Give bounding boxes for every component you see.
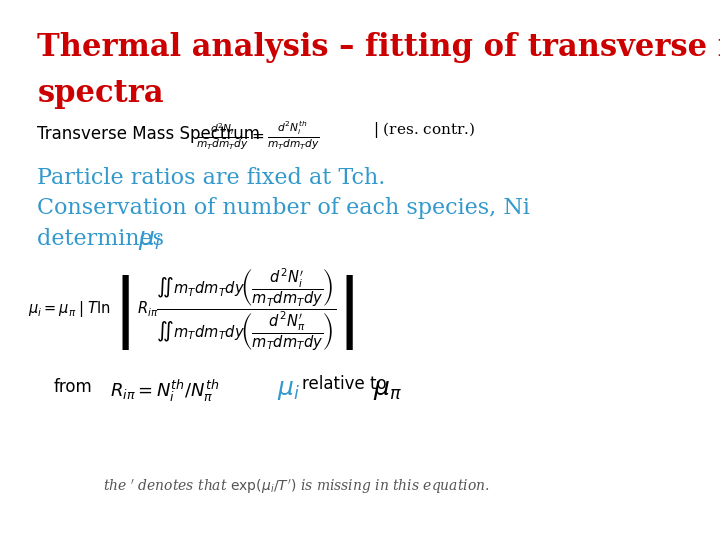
- Text: determines: determines: [37, 228, 171, 250]
- Text: $\mu_i = \mu_\pi \; | \; T \ln \left| R_{i\pi}\dfrac{\int\!\!\int m_T dm_T dy\!\: $\mu_i = \mu_\pi \; | \; T \ln \left| R_…: [28, 267, 354, 353]
- Text: Thermal analysis – fitting of transverse mass: Thermal analysis – fitting of transverse…: [37, 32, 720, 63]
- Text: the $'$ denotes that $\exp(\mu_i/T')$ is missing in this equation.: the $'$ denotes that $\exp(\mu_i/T')$ is…: [102, 478, 489, 496]
- Text: $\mu_i$: $\mu_i$: [277, 378, 300, 402]
- Text: Particle ratios are fixed at Tch.: Particle ratios are fixed at Tch.: [37, 167, 386, 190]
- Text: $R_{i\pi} = N_i^{th}/N_\pi^{th}$: $R_{i\pi} = N_i^{th}/N_\pi^{th}$: [109, 378, 219, 404]
- Text: Conservation of number of each species, Ni: Conservation of number of each species, …: [37, 197, 530, 219]
- Text: $\frac{d^2 N_i}{m_T dm_T dy} = \frac{d^2 N_i^{th}}{m_T dm_T dy}$: $\frac{d^2 N_i}{m_T dm_T dy} = \frac{d^2…: [196, 120, 320, 152]
- Text: $\mu_i$: $\mu_i$: [138, 228, 161, 252]
- Text: $|$ (res. contr.): $|$ (res. contr.): [373, 120, 475, 140]
- Text: $\mu_\pi$: $\mu_\pi$: [373, 378, 402, 402]
- Text: relative to: relative to: [302, 375, 387, 393]
- Text: Transverse Mass Spectrum: Transverse Mass Spectrum: [37, 125, 261, 143]
- Text: from: from: [53, 378, 92, 396]
- Text: spectra: spectra: [37, 78, 164, 109]
